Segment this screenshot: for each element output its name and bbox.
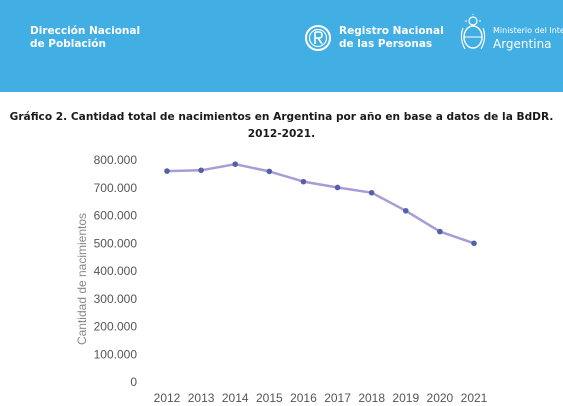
data-point xyxy=(164,168,170,174)
data-point xyxy=(300,178,307,185)
y-tick-label: 600.000 xyxy=(94,209,138,223)
data-point xyxy=(437,228,443,235)
chart-title-line-2: 2012-2021. xyxy=(247,128,316,140)
direccion-nacional-logo-text: Dirección Nacional de Población xyxy=(30,25,141,50)
x-tick-label: 2018 xyxy=(358,391,385,405)
renaper-logo-text: Registro Nacional de las Personas xyxy=(339,25,444,50)
y-tick-label: 800.000 xyxy=(94,153,138,167)
y-tick-label: 0 xyxy=(130,375,137,389)
data-point xyxy=(368,189,375,196)
y-tick-label: 700.000 xyxy=(94,181,138,195)
y-axis-label: Cantidad de nacimientos xyxy=(75,213,89,345)
data-point xyxy=(471,240,477,247)
data-point xyxy=(266,168,273,175)
x-tick-label: 2014 xyxy=(222,391,249,405)
x-tick-label: 2013 xyxy=(188,391,215,405)
ministerio-text: Ministerio del Inte xyxy=(493,26,563,35)
data-point xyxy=(198,167,204,174)
national-coat-of-arms-icon xyxy=(460,14,486,50)
x-tick-label: 2012 xyxy=(154,391,181,405)
y-tick-label: 100.000 xyxy=(94,347,138,361)
data-point xyxy=(334,184,341,191)
header-banner xyxy=(0,0,563,92)
data-point xyxy=(232,161,239,167)
x-tick-label: 2020 xyxy=(427,391,454,405)
chart-title: Gráfico 2. Cantidad total de nacimientos… xyxy=(0,109,563,143)
y-tick-label: 300.000 xyxy=(94,292,138,306)
chart-title-line-1: Gráfico 2. Cantidad total de nacimientos… xyxy=(9,111,554,123)
x-tick-label: 2015 xyxy=(256,391,283,405)
x-tick-label: 2017 xyxy=(324,391,351,405)
x-tick-label: 2016 xyxy=(290,391,317,405)
x-tick-label: 2021 xyxy=(461,391,488,405)
series-line xyxy=(166,162,475,245)
y-tick-label: 200.000 xyxy=(94,320,138,334)
renaper-logo-icon xyxy=(305,25,331,51)
argentina-text: Argentina xyxy=(493,37,552,51)
x-tick-label: 2019 xyxy=(392,391,419,405)
y-tick-label: 500.000 xyxy=(94,236,138,250)
data-point xyxy=(402,207,409,214)
y-tick-label: 400.000 xyxy=(94,264,138,278)
